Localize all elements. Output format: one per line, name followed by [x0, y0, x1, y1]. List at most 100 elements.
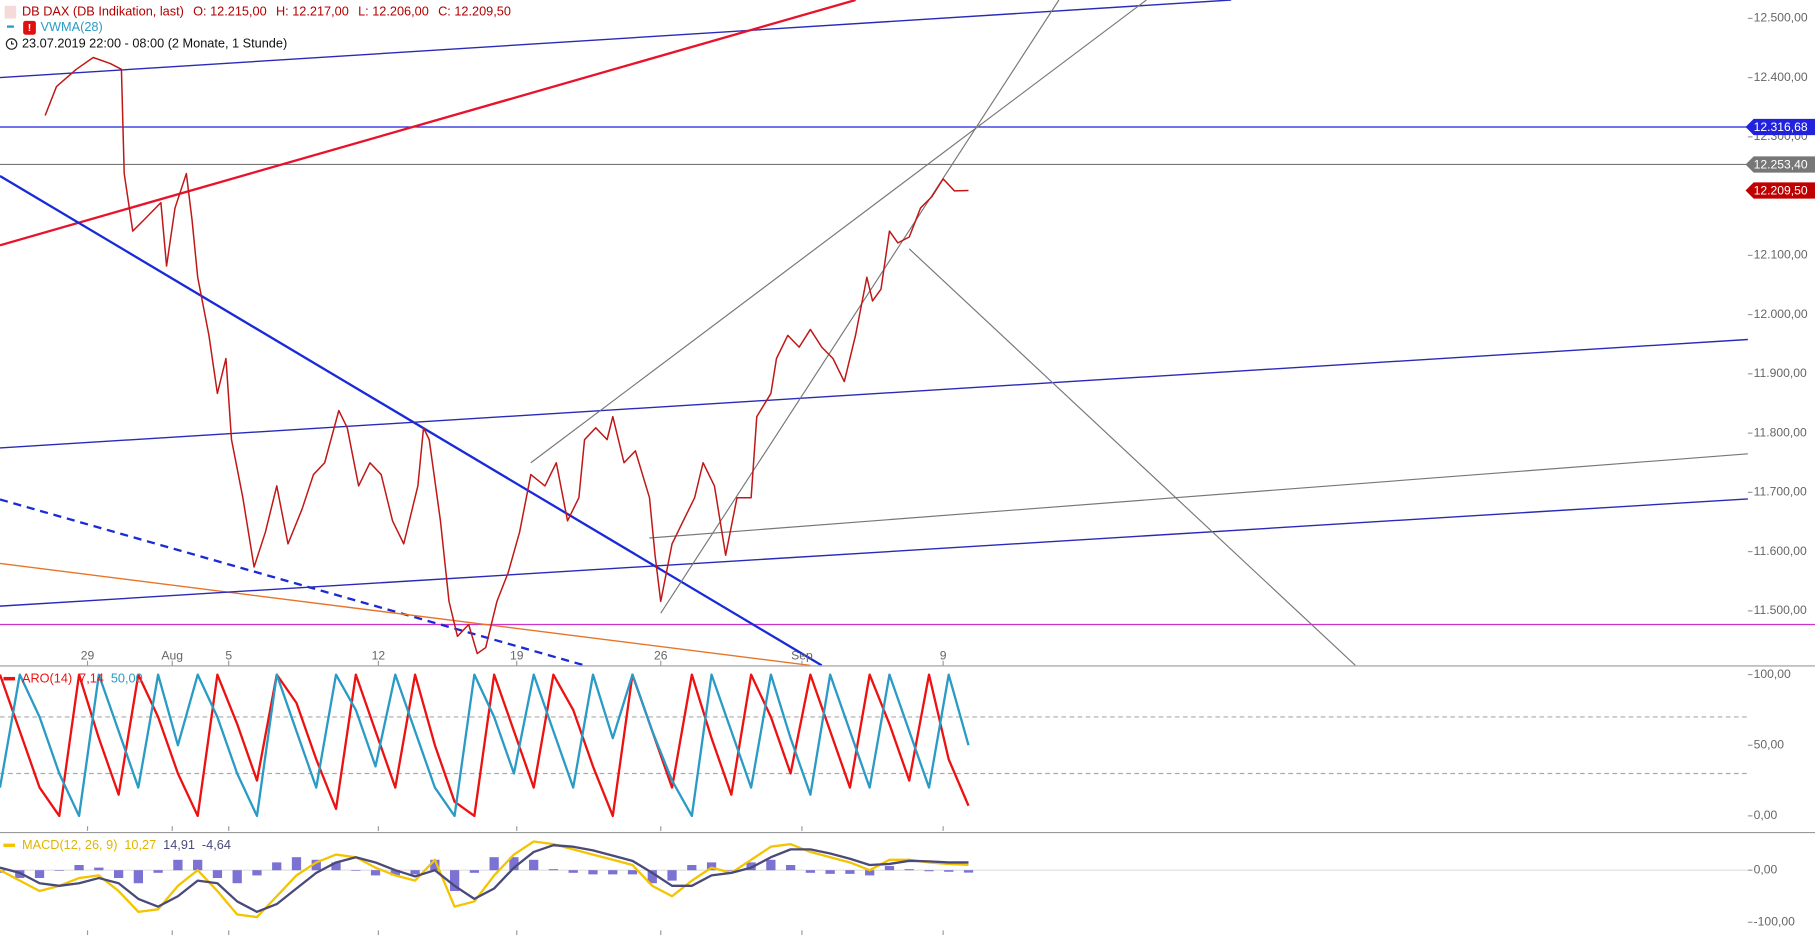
histogram-bar	[113, 870, 124, 879]
legend-value: -4,64	[202, 837, 231, 852]
histogram-bar	[944, 870, 954, 872]
x-tick-label: 9	[940, 648, 947, 662]
aroon-legend: ARO(14) 7,14 50,00	[3, 671, 143, 686]
legend-value: 14,91	[163, 837, 195, 852]
y-tick-label: 12.500,00	[1754, 11, 1808, 25]
histogram-bar	[173, 859, 183, 871]
ohlc-open: O: 12.215,00	[193, 4, 267, 19]
histogram-bar	[924, 870, 934, 872]
histogram-bar	[390, 870, 400, 876]
histogram-bar	[667, 870, 677, 881]
histogram-bar	[153, 870, 163, 873]
series-line	[0, 673, 970, 818]
ohlc-low: L: 12.206,00	[358, 4, 429, 19]
y-tick-label: 0,00	[1754, 862, 1778, 876]
indicator-title: MACD(12, 26, 9)	[22, 837, 117, 852]
histogram-bar	[963, 870, 974, 873]
histogram-bar	[370, 870, 381, 876]
panel	[0, 840, 1748, 919]
series-line	[0, 844, 969, 914]
histogram-bar	[904, 869, 914, 871]
histogram-bar	[351, 870, 361, 871]
x-tick-label: 29	[81, 648, 95, 662]
trend-line	[649, 453, 1748, 539]
histogram-bar	[94, 867, 104, 871]
series-line	[44, 56, 969, 655]
y-tick-label: 11.800,00	[1754, 425, 1807, 439]
legend-swatch	[6, 25, 14, 28]
histogram-bar	[449, 870, 460, 892]
x-tick-label: 19	[510, 648, 524, 662]
legend-icon	[4, 5, 17, 19]
histogram-bar	[687, 864, 697, 871]
ohlc-high: H: 12.217,00	[276, 4, 349, 19]
histogram-bar	[647, 870, 657, 884]
trend-line	[0, 498, 1748, 607]
last-price-tag	[1745, 182, 1815, 199]
histogram-bar	[193, 859, 203, 871]
ohlc-close: C: 12.209,50	[438, 4, 511, 19]
trend-line	[0, 174, 823, 666]
histogram-bar	[726, 870, 736, 871]
period-label: 23.07.2019 22:00 - 08:00 (2 Monate, 1 St…	[22, 35, 287, 50]
histogram-bar	[232, 870, 242, 884]
histogram-bar	[54, 870, 64, 871]
y-tick-label: 0,00	[1754, 808, 1778, 822]
y-tick-label: 11.900,00	[1754, 366, 1807, 380]
macd-legend: MACD(12, 26, 9) 10,27 14,91 -4,64	[3, 837, 231, 852]
histogram-bar	[746, 862, 756, 871]
instrument-title: DB DAX (DB Indikation, last)	[22, 4, 184, 19]
x-tick-label: 5	[225, 648, 232, 662]
y-tick-label: 11.600,00	[1754, 544, 1807, 558]
clock-hands	[10, 41, 14, 45]
histogram-bar	[291, 857, 302, 871]
last-price-label: 12.209,50	[1754, 183, 1808, 197]
panel	[0, 0, 1815, 666]
y-tick-label: 50,00	[1754, 737, 1785, 751]
y-tick-label: 11.500,00	[1754, 603, 1807, 617]
histogram-bar	[74, 864, 84, 871]
clock-icon	[5, 38, 18, 50]
trend-line	[0, 338, 1748, 449]
histogram-bar	[34, 870, 45, 879]
series-line	[0, 673, 970, 818]
histogram-bar	[489, 857, 499, 871]
histogram-bar	[608, 870, 618, 875]
x-tick-label: Sep	[791, 648, 813, 662]
legend-value: 10,27	[124, 837, 156, 852]
legend-value: 50,00	[111, 671, 143, 686]
histogram-bar	[766, 859, 776, 871]
warning-mark: !	[28, 23, 31, 34]
histogram-bar	[272, 862, 282, 871]
y-tick-label: 12.400,00	[1754, 70, 1808, 84]
trend-line	[0, 562, 811, 666]
trend-line	[660, 0, 1060, 614]
trend-line	[908, 248, 1356, 666]
histogram-bar	[706, 862, 717, 871]
price-legend: DB DAX (DB Indikation, last) O: 12.215,00…	[4, 4, 511, 50]
y-tick-label: 11.700,00	[1754, 485, 1807, 499]
histogram-bar	[884, 866, 895, 871]
trend-line	[0, 0, 1232, 79]
histogram-bar	[825, 870, 835, 874]
legend-swatch	[3, 676, 16, 681]
y-tick-label: 12.100,00	[1754, 248, 1808, 262]
legend-value: 7,14	[79, 671, 104, 686]
histogram-bar	[548, 869, 559, 871]
panel	[0, 673, 1748, 818]
x-tick-label: 12	[372, 648, 386, 662]
y-tick-label: 100,00	[1754, 667, 1791, 681]
trend-line	[530, 0, 1147, 464]
histogram-bar	[845, 870, 855, 874]
y-tick-label: -100,00	[1754, 914, 1795, 928]
histogram-bar	[410, 870, 420, 875]
histogram-bar	[212, 870, 223, 879]
x-tick-label: 26	[654, 648, 668, 662]
histogram-bar	[469, 870, 480, 873]
legend-swatch	[3, 843, 16, 848]
indicator-label: VWMA(28)	[41, 19, 103, 34]
